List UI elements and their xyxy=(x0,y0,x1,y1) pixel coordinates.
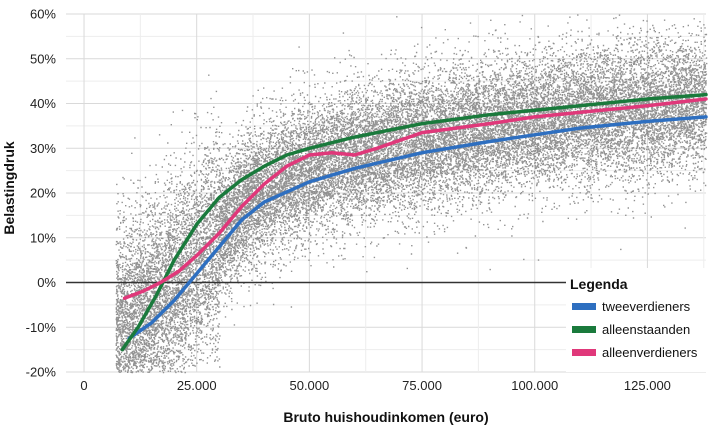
series-lines xyxy=(120,92,708,352)
x-tick-label: 25.000 xyxy=(177,378,217,393)
legend-label-alleenstaanden: alleenstaanden xyxy=(602,322,690,337)
legend-title: Legenda xyxy=(570,276,628,292)
y-tick-label: 50% xyxy=(30,51,56,66)
x-tick-label: 50.000 xyxy=(289,378,329,393)
x-axis-ticks: 0 25.000 50.000 75.000 100.000 125.000 xyxy=(80,378,670,393)
legend-swatch-tweeverdieners xyxy=(572,303,596,310)
y-axis-ticks: -20% -10% 0% 10% 20% 30% 40% 50% 60% xyxy=(26,7,57,380)
scatter-cloud xyxy=(115,14,708,374)
y-tick-label: 60% xyxy=(30,7,56,22)
legend-swatch-alleenverdieners xyxy=(572,349,596,356)
y-tick-label: 20% xyxy=(30,186,56,201)
x-tick-label: 100.000 xyxy=(511,378,558,393)
legend: Legenda tweeverdieners alleenstaanden alle… xyxy=(566,268,709,372)
y-tick-label: -10% xyxy=(26,320,57,335)
y-tick-label: 30% xyxy=(30,141,56,156)
y-tick-label: -20% xyxy=(26,365,57,380)
y-tick-label: 0% xyxy=(37,275,56,290)
legend-items: tweeverdieners alleenstaanden alleenverdie… xyxy=(572,299,698,360)
y-axis-title: Belastingdruk xyxy=(1,141,17,235)
y-tick-label: 40% xyxy=(30,96,56,111)
series-line-alleenstaanden xyxy=(120,92,708,352)
x-tick-label: 125.000 xyxy=(624,378,671,393)
x-axis-title: Bruto huishoudinkomen (euro) xyxy=(283,409,488,425)
x-tick-label: 0 xyxy=(80,378,87,393)
series-line-alleenverdieners xyxy=(122,97,708,300)
x-tick-label: 75.000 xyxy=(402,378,442,393)
series-line-tweeverdieners xyxy=(127,115,708,341)
legend-label-tweeverdieners: tweeverdieners xyxy=(602,299,691,314)
legend-swatch-alleenstaanden xyxy=(572,326,596,333)
scatter-points xyxy=(115,14,708,374)
legend-label-alleenverdieners: alleenverdieners xyxy=(602,345,698,360)
y-tick-label: 10% xyxy=(30,230,56,245)
